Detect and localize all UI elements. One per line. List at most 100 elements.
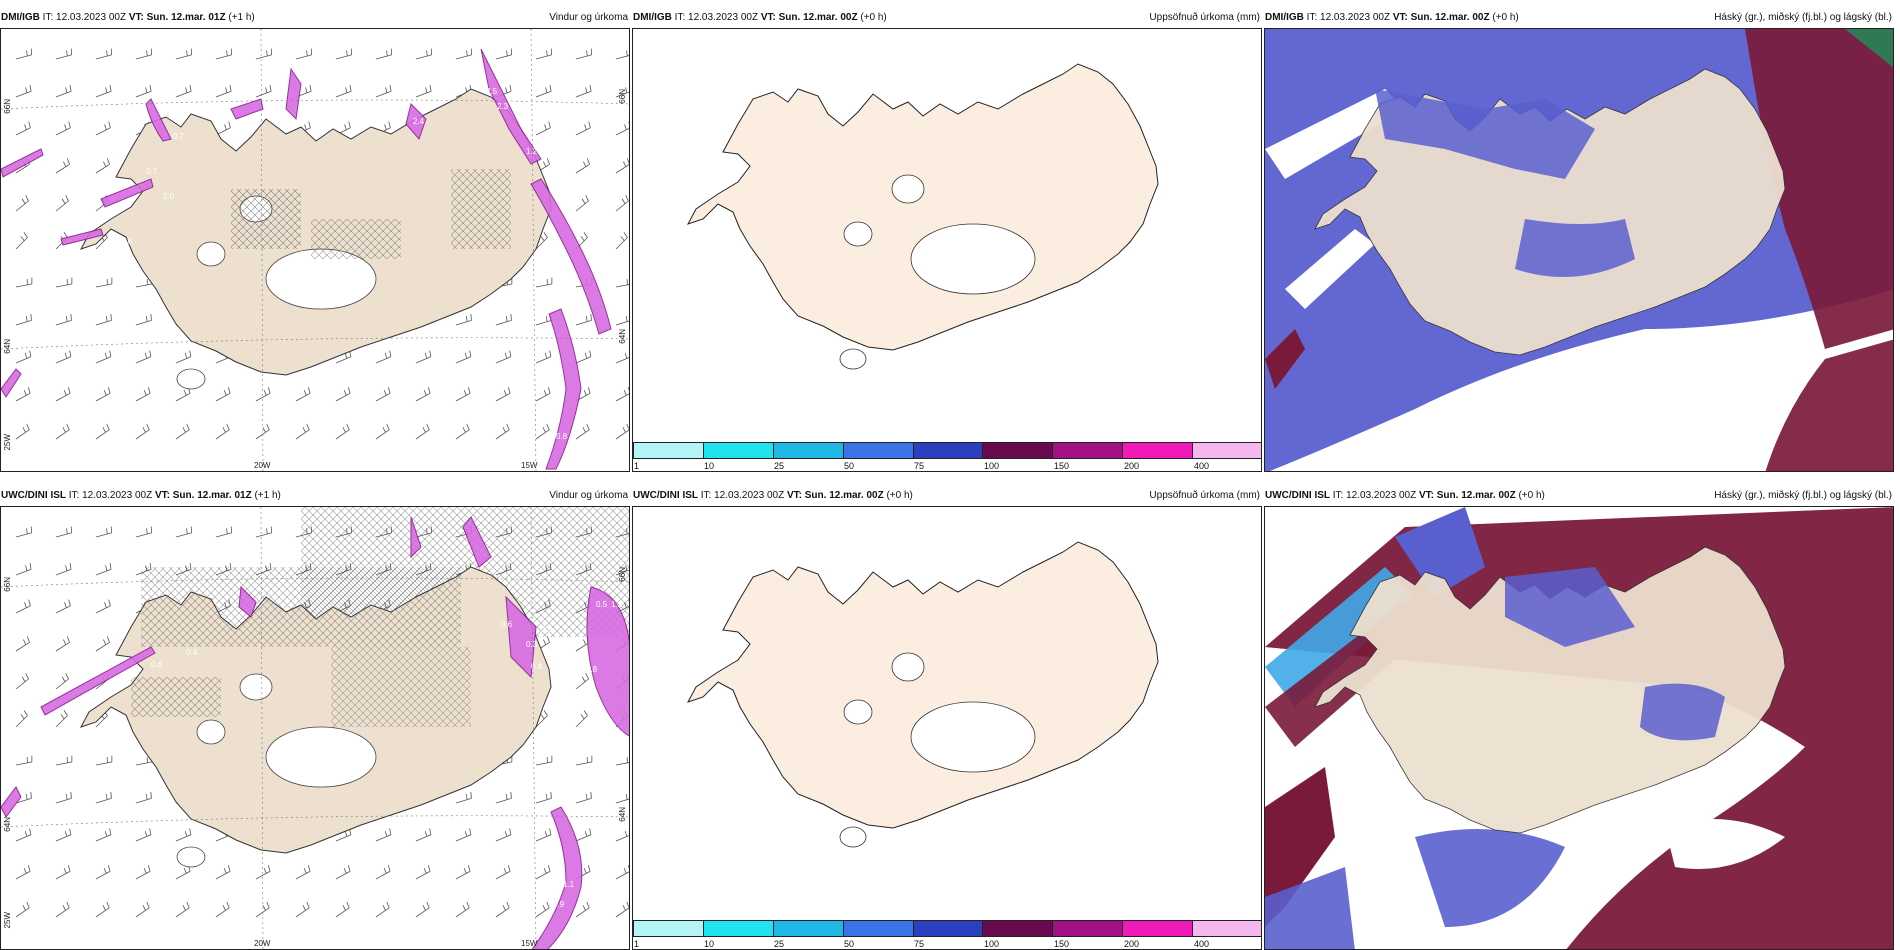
lat-label-64n-right: 64N: [618, 807, 627, 822]
lat-label-64n: 64N: [3, 339, 12, 354]
colorbar-tick: 400: [1194, 461, 1210, 471]
init-time: IT: 12.03.2023 00Z: [42, 12, 127, 23]
colorbar-swatch: [843, 443, 914, 458]
forecast-step: (+1 h): [254, 490, 281, 501]
precip-label: 2.0: [163, 192, 175, 201]
precip-label: 2.5: [486, 87, 498, 96]
model-name: UWC/DINI ISL: [1, 490, 66, 501]
colorbar-tick: 1: [634, 939, 640, 949]
precip-label: 2.7: [607, 180, 619, 189]
graticule: [1, 507, 629, 949]
precip-label: 0.6: [595, 710, 607, 719]
precip-label: 0.3: [526, 640, 538, 649]
colorbar-tick: 150: [1054, 461, 1070, 471]
init-time: IT: 12.03.2023 00Z: [700, 490, 785, 501]
precip-label: 1.8: [586, 665, 598, 674]
precip-label: 0.6: [151, 660, 163, 669]
colorbar-tick: 200: [1124, 461, 1140, 471]
colorbar-tick: 200: [1124, 939, 1140, 949]
model-name: DMI/IGB: [1, 12, 40, 23]
lon-label-25w: 25W: [3, 912, 12, 929]
colorbar-swatch: [913, 921, 984, 936]
precip-label: 0.7: [146, 167, 158, 176]
accum-precip-map[interactable]: 1 10 25 50 75 100 150 200 400: [632, 28, 1262, 472]
cloud-cover-map[interactable]: [1264, 28, 1894, 472]
precip-label: 1.3: [549, 172, 561, 181]
product-title: Háský (gr.), miðský (fj.bl.) og lágský (…: [1714, 12, 1892, 23]
init-time: IT: 12.03.2023 00Z: [674, 12, 759, 23]
forecast-step: (+0 h): [1518, 490, 1545, 501]
precip-label: 0.7: [173, 132, 185, 141]
colorbar-swatch: [1193, 443, 1261, 458]
panel-header: UWC/DINI ISL IT: 12.03.2023 00Z VT: Sun.…: [632, 486, 1262, 506]
valid-time: VT: Sun. 12.mar. 01Z: [154, 490, 252, 501]
valid-time: VT: Sun. 12.mar. 01Z: [128, 12, 226, 23]
model-name: DMI/IGB: [1265, 12, 1304, 23]
lat-label-64n: 64N: [3, 817, 12, 832]
colorbar-swatch: [634, 443, 704, 458]
colorbar-tick: 75: [914, 461, 925, 471]
wind-precip-map[interactable]: 0.7 0.7 2.0 0.6 2.3 1.3 1.2 2.4 2.5 2.7 …: [0, 28, 630, 472]
precip-colorbar: 1 10 25 50 75 100 150 200 400: [633, 920, 1261, 949]
panel-uwc-clouds: UWC/DINI ISL IT: 12.03.2023 00Z VT: Sun.…: [1264, 486, 1894, 950]
precip-label: 0.6: [501, 620, 513, 629]
graticule: [1, 29, 629, 471]
colorbar-swatch: [1053, 921, 1124, 936]
precip-label: 0.6: [121, 237, 133, 246]
product-title: Vindur og úrkoma: [549, 12, 628, 23]
forecast-step: (+1 h): [228, 12, 255, 23]
colorbar-tick: 50: [844, 461, 855, 471]
precip-label: 0.9: [553, 900, 565, 909]
precip-label: 2.9: [541, 625, 553, 634]
precip-label: 2.3: [497, 102, 509, 111]
product-title: Uppsöfnuð úrkoma (mm): [1149, 490, 1260, 501]
panel-uwc-accum-precip: UWC/DINI ISL IT: 12.03.2023 00Z VT: Sun.…: [632, 486, 1262, 950]
lat-label-64n-right: 64N: [618, 329, 627, 344]
init-time: IT: 12.03.2023 00Z: [68, 490, 153, 501]
init-time: IT: 12.03.2023 00Z: [1332, 490, 1417, 501]
valid-time: VT: Sun. 12.mar. 00Z: [1418, 490, 1516, 501]
lat-label-66n-right: 66N: [618, 567, 627, 582]
lat-label-66n: 66N: [3, 577, 12, 592]
precip-label: 0.5: [596, 600, 608, 609]
lon-label-20w: 20W: [254, 939, 271, 948]
lon-label-20w: 20W: [254, 461, 271, 470]
init-time: IT: 12.03.2023 00Z: [1306, 12, 1391, 23]
colorbar-tick: 25: [774, 461, 785, 471]
forecast-step: (+0 h): [886, 490, 913, 501]
wind-precip-map[interactable]: 0.5 0.6 0.4 0.6 0.5 1.2 1.8 2.9 0.3 0.4 …: [0, 506, 630, 950]
precip-label: 2.4: [413, 117, 425, 126]
colorbar-tick: 25: [774, 939, 785, 949]
colorbar-tick: 10: [704, 461, 715, 471]
precip-label: 1.2: [526, 147, 538, 156]
model-name: DMI/IGB: [633, 12, 672, 23]
product-title: Háský (gr.), miðský (fj.bl.) og lágský (…: [1714, 490, 1892, 501]
forecast-step: (+0 h): [1492, 12, 1519, 23]
accum-precip-map[interactable]: 1 10 25 50 75 100 150 200 400: [632, 506, 1262, 950]
product-title: Uppsöfnuð úrkoma (mm): [1149, 12, 1260, 23]
colorbar-tick: 50: [844, 939, 855, 949]
colorbar-swatch: [703, 921, 774, 936]
product-title: Vindur og úrkoma: [549, 490, 628, 501]
precip-label: 1.1: [563, 880, 575, 889]
model-name: UWC/DINI ISL: [1265, 490, 1330, 501]
colorbar-swatch: [1193, 921, 1261, 936]
panel-dmi-clouds: DMI/IGB IT: 12.03.2023 00Z VT: Sun. 12.m…: [1264, 8, 1894, 472]
panel-header: UWC/DINI ISL IT: 12.03.2023 00Z VT: Sun.…: [1264, 486, 1894, 506]
lon-label-15w: 15W: [521, 461, 538, 470]
colorbar-swatch: [703, 443, 774, 458]
colorbar-swatch: [773, 443, 844, 458]
panel-dmi-accum-precip: DMI/IGB IT: 12.03.2023 00Z VT: Sun. 12.m…: [632, 8, 1262, 472]
precip-label: 0.4: [531, 662, 543, 671]
lon-label-15w: 15W: [521, 939, 538, 948]
model-name: UWC/DINI ISL: [633, 490, 698, 501]
precip-label: 1.2: [611, 600, 623, 609]
colorbar-tick: 100: [984, 939, 1000, 949]
colorbar-swatch: [913, 443, 984, 458]
panel-header: DMI/IGB IT: 12.03.2023 00Z VT: Sun. 12.m…: [1264, 8, 1894, 28]
colorbar-swatch: [634, 921, 704, 936]
precip-label: 0.4: [186, 648, 198, 657]
colorbar-swatch: [983, 921, 1054, 936]
panel-dmi-wind-precip: DMI/IGB IT: 12.03.2023 00Z VT: Sun. 12.m…: [0, 8, 630, 472]
cloud-cover-map[interactable]: [1264, 506, 1894, 950]
